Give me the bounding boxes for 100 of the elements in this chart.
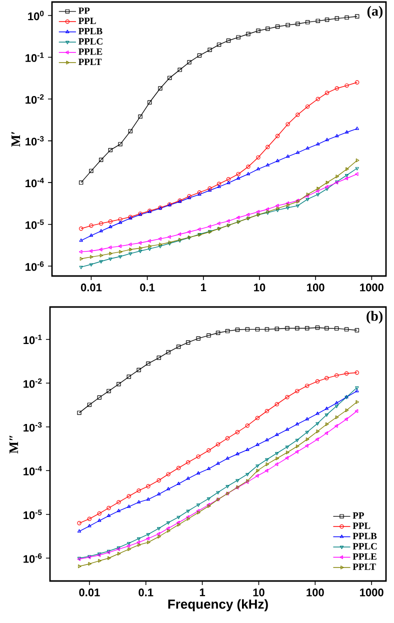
point: [305, 104, 310, 109]
point: [285, 394, 290, 400]
point: [118, 142, 122, 146]
point: [158, 236, 162, 241]
point: [256, 28, 260, 33]
point: [116, 382, 121, 386]
x-tick-label: 1: [201, 284, 206, 292]
point: [166, 350, 170, 354]
point: [136, 540, 140, 544]
point: [316, 430, 320, 434]
point: [97, 511, 102, 516]
legend-label: PPLT: [78, 58, 102, 65]
point: [118, 255, 122, 259]
point: [98, 248, 102, 252]
point: [118, 244, 122, 248]
point: [286, 154, 290, 158]
point: [156, 532, 160, 536]
point: [344, 176, 348, 180]
point: [136, 368, 141, 372]
point: [246, 212, 250, 217]
point: [344, 327, 349, 332]
point: [216, 442, 220, 446]
legend-label: PPL: [78, 18, 96, 24]
point: [316, 193, 320, 197]
y-axis-title: M″: [10, 436, 18, 454]
y-tick-label: 10$^{-6}$: [26, 261, 44, 271]
point: [187, 230, 190, 234]
point: [265, 438, 269, 442]
point: [157, 527, 161, 530]
y-tick-label: 10$^{-6}$: [24, 553, 42, 563]
point: [324, 376, 329, 380]
point: [206, 448, 211, 453]
point: [146, 497, 150, 501]
point: [315, 379, 320, 384]
point: [305, 326, 310, 330]
point: [216, 330, 220, 335]
point: [166, 526, 170, 530]
point: [256, 468, 260, 472]
point: [196, 336, 200, 341]
point: [286, 22, 290, 28]
point: [216, 222, 220, 226]
point: [89, 168, 94, 174]
legend-label: PPLB: [352, 532, 377, 540]
point: [168, 76, 172, 80]
point: [286, 206, 290, 210]
point: [108, 148, 113, 152]
point: [186, 340, 190, 345]
point: [335, 415, 339, 420]
point: [216, 461, 220, 465]
x-tick-label: 100: [307, 284, 324, 292]
point: [138, 241, 142, 245]
point: [89, 249, 92, 253]
point: [256, 442, 260, 446]
point: [138, 250, 142, 254]
y-tick-label: 10$^{-3}$: [26, 136, 44, 146]
point: [158, 534, 161, 538]
point: [217, 184, 221, 188]
point: [316, 18, 320, 24]
legend-label: PPLT: [352, 564, 376, 570]
x-tick-label: 0.01: [80, 284, 102, 292]
point: [148, 239, 151, 243]
y-tick-label: 10$^{-1}$: [24, 334, 42, 344]
point: [196, 454, 200, 459]
point: [245, 424, 250, 428]
point: [148, 248, 152, 251]
point: [325, 138, 329, 142]
point: [316, 422, 320, 426]
x-tick-label: 1000: [360, 284, 384, 292]
point: [344, 417, 348, 422]
point: [157, 492, 161, 496]
point: [156, 478, 161, 482]
point: [275, 24, 280, 29]
point: [296, 204, 300, 208]
point: [315, 437, 319, 442]
point: [87, 516, 92, 521]
point: [236, 479, 240, 482]
line-series: [78, 14, 360, 185]
point: [334, 326, 339, 331]
point: [316, 142, 320, 146]
point: [306, 146, 310, 150]
point: [324, 406, 329, 410]
point: [275, 452, 279, 456]
y-tick-label: 10$^{-2}$: [24, 378, 42, 388]
point: [345, 408, 349, 412]
point: [176, 344, 181, 349]
legend-label: PPLC: [352, 543, 377, 550]
point: [176, 516, 180, 520]
point: [274, 402, 280, 406]
point: [325, 188, 329, 191]
point: [178, 232, 182, 236]
point: [285, 427, 290, 431]
point: [88, 562, 92, 566]
point: [246, 448, 250, 451]
point: [344, 371, 349, 376]
y-tick-label: 10$^{-1}$: [26, 52, 44, 62]
annotation: (a): [367, 6, 383, 19]
point: [98, 221, 104, 226]
point: [108, 258, 112, 261]
point: [256, 167, 260, 170]
point: [226, 38, 231, 43]
